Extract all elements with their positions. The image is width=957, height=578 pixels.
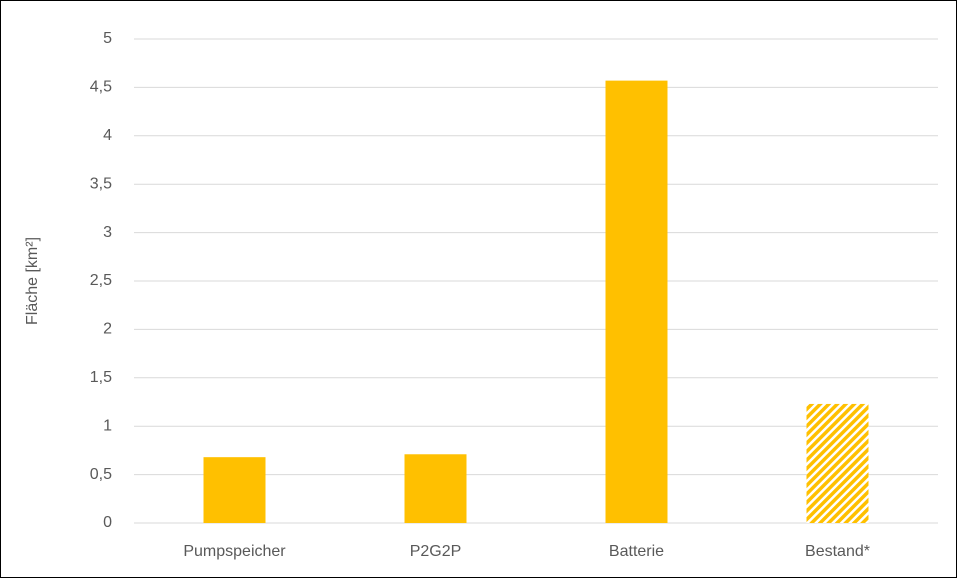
y-tick-label: 1	[103, 417, 112, 434]
x-tick-label: Bestand*	[805, 543, 870, 560]
y-tick-label: 0	[103, 514, 112, 531]
y-axis-label: Fläche [km²]	[24, 237, 41, 325]
y-tick-label: 0,5	[90, 466, 112, 483]
x-tick-label: P2G2P	[410, 543, 462, 560]
y-tick-label: 2	[103, 321, 112, 338]
bar	[605, 80, 668, 524]
x-tick-label: Pumpspeicher	[183, 543, 286, 560]
bar	[404, 454, 467, 523]
y-tick-label: 4	[103, 127, 112, 144]
y-tick-label: 5	[103, 30, 112, 47]
x-tick-label: Batterie	[609, 543, 664, 560]
y-tick-label: 3,5	[90, 175, 112, 192]
y-tick-label: 3	[103, 224, 112, 241]
bar	[203, 457, 266, 523]
bar	[806, 403, 869, 523]
y-tick-label: 2,5	[90, 272, 112, 289]
y-tick-label: 1,5	[90, 369, 112, 386]
y-tick-label: 4,5	[90, 79, 112, 96]
